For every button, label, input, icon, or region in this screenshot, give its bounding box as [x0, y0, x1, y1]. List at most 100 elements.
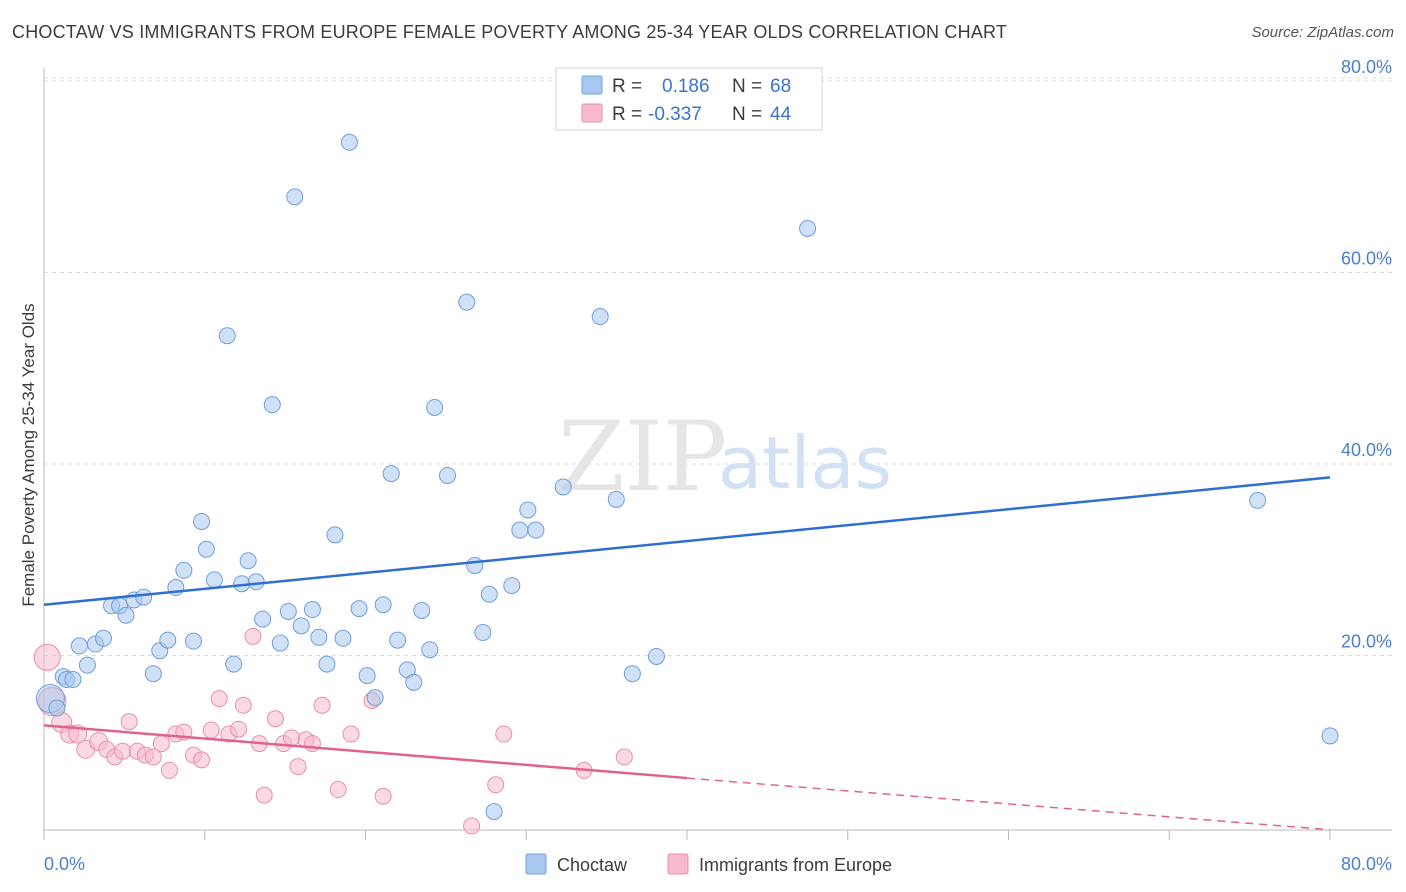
europe-point [193, 751, 211, 769]
choctaw-point [413, 601, 431, 619]
legend-n-value-europe: 44 [770, 104, 792, 125]
choctaw-point [78, 656, 96, 674]
choctaw-point [458, 293, 476, 311]
bottom-legend-label-choctaw: Choctaw [557, 855, 628, 875]
choctaw-point [438, 466, 456, 484]
bottom-legend-swatch-choctaw [525, 853, 547, 875]
europe-point [144, 748, 162, 766]
trend-line-europe-extrapolated [686, 777, 1331, 831]
watermark: ZIP atlas [558, 401, 892, 513]
choctaw-point [286, 188, 304, 206]
choctaw-point [117, 606, 135, 624]
y-tick-label: 60.0% [1341, 249, 1392, 269]
choctaw-point [1249, 491, 1267, 509]
europe-point [374, 787, 392, 805]
choctaw-point [647, 647, 665, 665]
choctaw-point [279, 602, 297, 620]
choctaw-point [263, 396, 281, 414]
choctaw-point [193, 512, 211, 530]
series-choctaw [35, 133, 1339, 821]
choctaw-point [64, 670, 82, 688]
choctaw-point [374, 596, 392, 614]
europe-point [202, 721, 220, 739]
europe-point [33, 643, 61, 671]
chart-title: CHOCTAW VS IMMIGRANTS FROM EUROPE FEMALE… [12, 22, 1008, 42]
top-legend: R = 0.186 N = 68 R = -0.337 N = 44 [555, 67, 823, 131]
choctaw-point [318, 655, 336, 673]
choctaw-point [1321, 727, 1339, 745]
europe-point [244, 627, 262, 645]
legend-r-value-europe: -0.337 [648, 104, 702, 125]
y-tick-label: 20.0% [1341, 632, 1392, 652]
choctaw-point [607, 490, 625, 508]
europe-point [210, 690, 228, 708]
source-label: Source: ZipAtlas.com [1251, 24, 1394, 41]
choctaw-point [135, 588, 153, 606]
bottom-legend-swatch-europe [667, 853, 689, 875]
choctaw-point [623, 665, 641, 683]
europe-point [255, 786, 273, 804]
europe-point [120, 713, 138, 731]
choctaw-point [358, 667, 376, 685]
europe-point [114, 742, 132, 760]
choctaw-point [303, 601, 321, 619]
x-tick-label-max: 80.0% [1341, 854, 1392, 874]
europe-point [152, 735, 170, 753]
choctaw-point [218, 327, 236, 345]
choctaw-point [225, 655, 243, 673]
choctaw-point [799, 219, 817, 237]
watermark-atlas: atlas [718, 421, 892, 505]
choctaw-point [292, 617, 310, 635]
choctaw-point [197, 540, 215, 558]
choctaw-point [485, 803, 503, 821]
choctaw-point [426, 399, 444, 417]
choctaw-point [175, 561, 193, 579]
europe-point [230, 720, 248, 738]
legend-n-label-europe: N = [732, 104, 762, 125]
legend-r-value-choctaw: 0.186 [662, 76, 710, 97]
choctaw-point [554, 478, 572, 496]
choctaw-point [310, 628, 328, 646]
bottom-legend: Choctaw Immigrants from Europe [525, 853, 892, 875]
choctaw-point [144, 665, 162, 683]
choctaw-point [70, 637, 88, 655]
europe-point [160, 761, 178, 779]
y-tick-label: 40.0% [1341, 440, 1392, 460]
choctaw-point [405, 673, 423, 691]
choctaw-point [340, 133, 358, 151]
europe-point [266, 710, 284, 728]
choctaw-point [271, 634, 289, 652]
choctaw-point [350, 600, 368, 618]
choctaw-point [205, 571, 223, 589]
choctaw-point [382, 465, 400, 483]
europe-point [463, 817, 481, 835]
choctaw-point [247, 573, 265, 591]
choctaw-point [389, 631, 407, 649]
choctaw-point [503, 577, 521, 595]
legend-r-label-europe: R = [612, 104, 642, 125]
choctaw-point [94, 629, 112, 647]
europe-point [289, 758, 307, 776]
choctaw-point [254, 610, 272, 628]
x-tick-label-min: 0.0% [44, 854, 85, 874]
choctaw-point [326, 526, 344, 544]
choctaw-point [480, 585, 498, 603]
choctaw-point [159, 631, 177, 649]
x-ticks [43, 830, 1331, 840]
europe-point [234, 696, 252, 714]
choctaw-point [421, 641, 439, 659]
trend-lines [43, 476, 1331, 831]
choctaw-point [527, 521, 545, 539]
choctaw-point [591, 308, 609, 326]
legend-n-label-choctaw: N = [732, 76, 762, 97]
choctaw-point [334, 629, 352, 647]
legend-swatch-choctaw [581, 75, 603, 95]
choctaw-point [519, 501, 537, 519]
choctaw-point [474, 624, 492, 642]
europe-point [329, 781, 347, 799]
choctaw-point [466, 556, 484, 574]
y-tick-labels: 20.0% 40.0% 60.0% 80.0% [1341, 57, 1392, 652]
choctaw-point [366, 689, 384, 707]
trend-line-europe [43, 724, 688, 780]
